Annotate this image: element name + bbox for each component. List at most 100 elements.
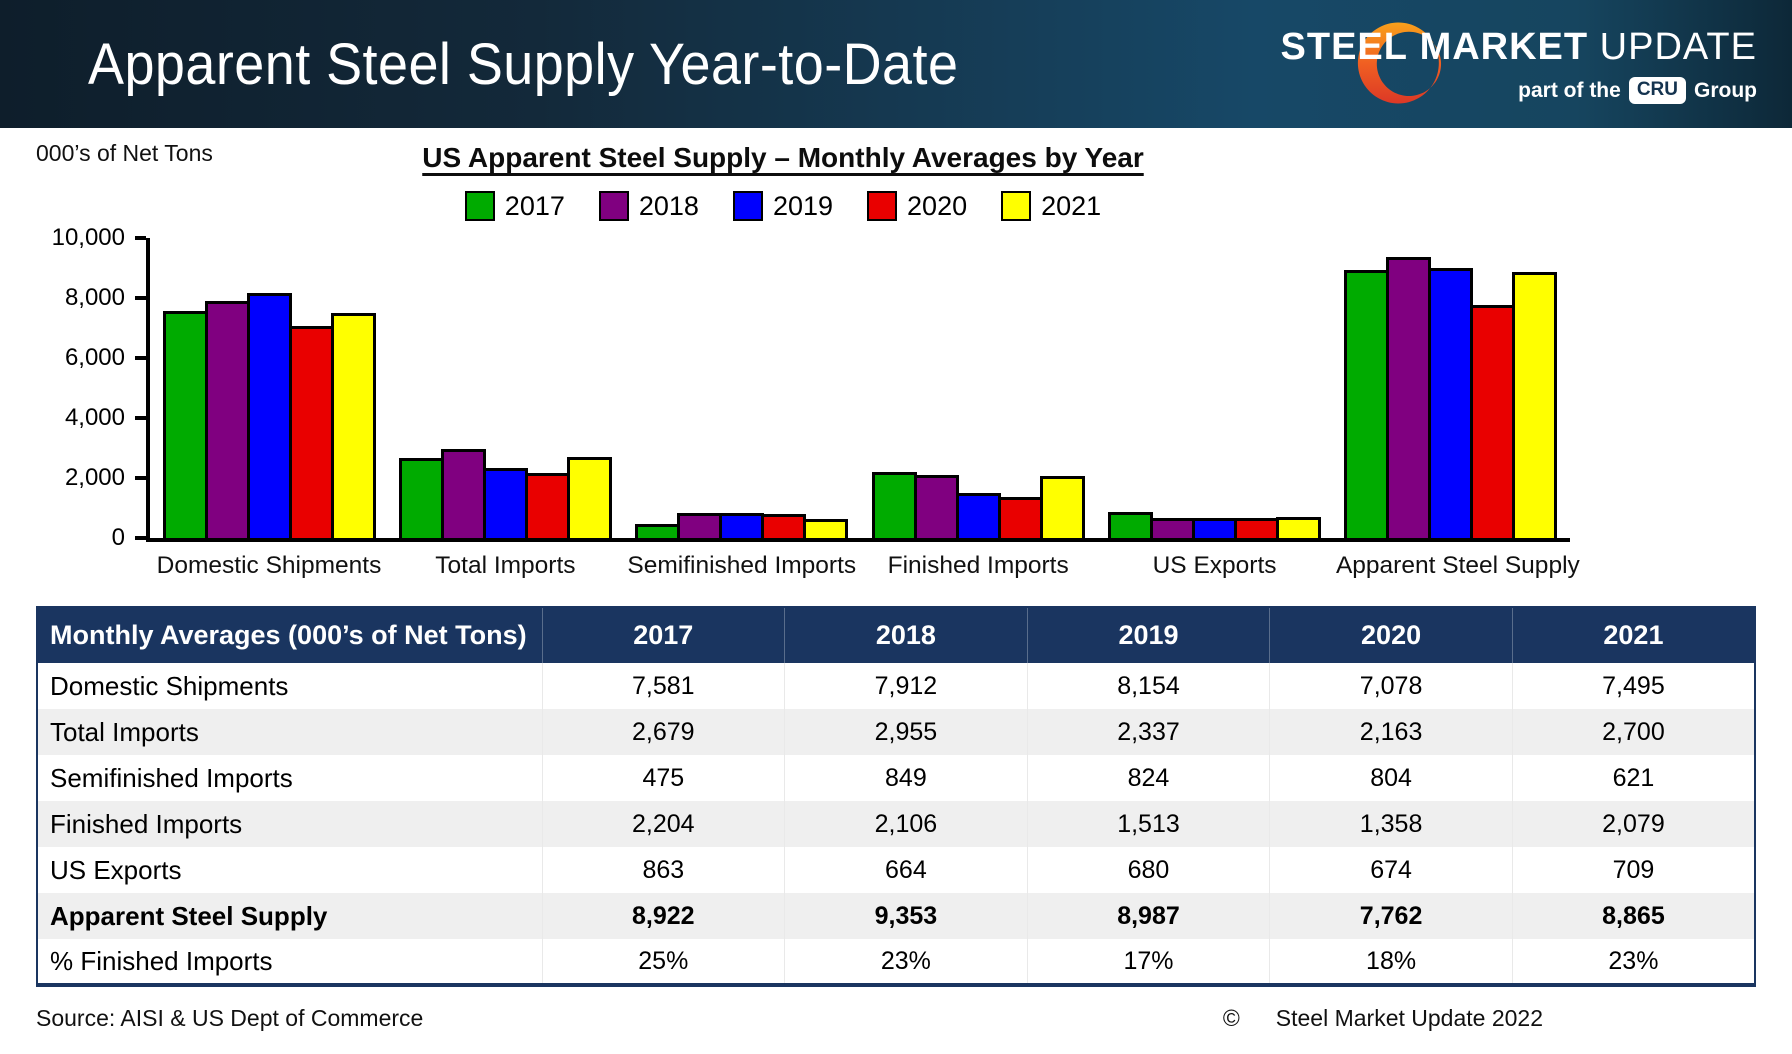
table-header-year-2018: 2018: [784, 607, 1028, 663]
bar-total-imports-2019: [482, 467, 528, 538]
cell-apparent-steel-supply-2021: 8,865: [1511, 893, 1755, 939]
y-tick-mark-0: [135, 536, 146, 540]
y-tick-label-0: 0: [111, 524, 125, 551]
y-tick-label-10000: 10,000: [51, 224, 125, 251]
y-tick-mark-10000: [135, 236, 146, 240]
logo-wordmark: STEEL MARKET UPDATE: [1257, 26, 1757, 69]
logo-market: MARKET: [1419, 26, 1589, 68]
y-tick-label-8000: 8,000: [64, 284, 125, 311]
bar-apparent-steel-supply-2018: [1386, 257, 1432, 538]
bar-domestic-shipments-2020: [288, 325, 334, 538]
bar-semifinished-imports-2017: [635, 523, 681, 538]
legend-label-2021: 2021: [1041, 190, 1102, 221]
bar-domestic-shipments-2021: [330, 313, 376, 538]
cell-finished-imports-2019: 17%: [1026, 939, 1270, 985]
cell-finished-imports-2020: 18%: [1269, 939, 1513, 985]
data-table: Monthly Averages (000’s of Net Tons) 2017…: [36, 606, 1756, 987]
cell-domestic-shipments-2017: 7,581: [541, 663, 785, 709]
y-tick-label-6000: 6,000: [64, 344, 125, 371]
row-label-total-imports: Total Imports: [50, 716, 199, 747]
legend-item-2021: 2021: [1001, 191, 1101, 222]
legend-label-2018: 2018: [638, 190, 699, 221]
chart-title: US Apparent Steel Supply – Monthly Avera…: [422, 142, 1144, 173]
table-header-year-2021: 2021: [1511, 607, 1755, 663]
logo-update: UPDATE: [1599, 26, 1757, 68]
x-axis-label-apparent-steel-supply: Apparent Steel Supply: [1335, 552, 1580, 579]
tagline-prefix: part of the: [1518, 78, 1621, 102]
x-axis-label-total-imports: Total Imports: [435, 552, 576, 579]
bar-total-imports-2017: [398, 457, 444, 538]
bar-us-exports-2019: [1192, 517, 1238, 538]
plot-area: [146, 238, 1570, 542]
x-axis-label-finished-imports: Finished Imports: [887, 552, 1069, 579]
table-header-year-2020: 2020: [1269, 607, 1513, 663]
table-row-us-exports: US Exports 863 664 680 674 709: [37, 847, 1755, 893]
bar-group-total-imports: [390, 238, 620, 538]
bar-group-domestic-shipments: [154, 238, 384, 538]
bar-finished-imports-2020: [997, 497, 1043, 538]
legend-label-2017: 2017: [504, 190, 565, 221]
cell-us-exports-2020: 674: [1269, 847, 1513, 893]
bar-semifinished-imports-2019: [719, 513, 765, 538]
cell-finished-imports-2021: 23%: [1511, 939, 1755, 985]
source-note: Source: AISI & US Dept of Commerce: [36, 1005, 424, 1031]
table-row-finished-imports: Finished Imports 2,204 2,106 1,513 1,358 2,07…: [37, 801, 1755, 847]
footer: Source: AISI & US Dept of Commerce © Ste…: [36, 1005, 1756, 1032]
chart-section: 000’s of Net Tons US Apparent Steel Supp…: [0, 128, 1792, 580]
y-tick-mark-2000: [135, 476, 146, 480]
x-axis-label-semifinished-imports: Semifinished Imports: [627, 552, 857, 579]
cell-apparent-steel-supply-2020: 7,762: [1269, 893, 1513, 939]
table-row-apparent-steel-supply: Apparent Steel Supply 8,922 9,353 8,987 7,76…: [37, 893, 1755, 939]
cell-us-exports-2017: 863: [541, 847, 785, 893]
bar-group-us-exports: [1100, 238, 1330, 538]
copyright-text: Steel Market Update 2022: [1275, 1005, 1543, 1031]
crescent-icon: [1357, 22, 1442, 104]
y-tick-mark-6000: [135, 356, 146, 360]
bar-us-exports-2020: [1234, 517, 1280, 538]
page-title: Apparent Steel Supply Year-to-Date: [88, 31, 959, 97]
bar-domestic-shipments-2019: [246, 293, 292, 538]
plot-wrap: 0 2,000 4,000 6,000 8,000 10,000: [36, 224, 1570, 551]
logo-tagline: part of the CRU Group: [1257, 77, 1757, 104]
legend-label-2019: 2019: [772, 190, 834, 221]
x-axis-label-us-exports: US Exports: [1152, 552, 1277, 579]
table-row-finished-imports: % Finished Imports 25% 23% 17% 18% 23%: [37, 939, 1755, 985]
legend-item-2018: 2018: [598, 190, 699, 222]
copyright-symbol: ©: [1222, 1005, 1240, 1031]
bar-total-imports-2018: [440, 449, 486, 538]
y-tick-mark-4000: [135, 416, 146, 420]
cell-semifinished-imports-2020: 804: [1269, 755, 1513, 801]
bar-finished-imports-2019: [955, 492, 1001, 538]
bar-finished-imports-2021: [1039, 475, 1085, 538]
row-label-us-exports: US Exports: [50, 854, 182, 885]
y-axis: 0 2,000 4,000 6,000 8,000 10,000: [36, 224, 146, 551]
cell-apparent-steel-supply-2017: 8,922: [541, 893, 785, 939]
table-header-row: Monthly Averages (000’s of Net Tons) 2017…: [37, 607, 1755, 663]
cell-finished-imports-2017: 25%: [541, 939, 785, 985]
row-label-domestic-shipments: Domestic Shipments: [50, 670, 289, 701]
legend-item-2017: 2017: [464, 190, 565, 222]
legend-swatch-2020: [867, 191, 898, 221]
row-label-semifinished-imports: Semifinished Imports: [50, 762, 293, 793]
cell-semifinished-imports-2021: 621: [1511, 755, 1755, 801]
bar-apparent-steel-supply-2017: [1344, 270, 1390, 538]
cell-total-imports-2020: 2,163: [1269, 709, 1513, 755]
bar-semifinished-imports-2018: [677, 512, 723, 538]
tagline-suffix: Group: [1694, 78, 1757, 102]
cell-apparent-steel-supply-2018: 9,353: [784, 893, 1028, 939]
chart-legend: 2017 2018 2019 2020 2021: [0, 188, 1679, 224]
cell-us-exports-2018: 664: [784, 847, 1028, 893]
cell-semifinished-imports-2019: 824: [1026, 755, 1270, 801]
bar-semifinished-imports-2020: [761, 513, 807, 538]
bar-total-imports-2021: [566, 457, 612, 538]
cell-finished-imports-2020: 1,358: [1269, 801, 1513, 847]
bar-group-finished-imports: [863, 238, 1093, 538]
cell-total-imports-2017: 2,679: [541, 709, 785, 755]
bar-group-semifinished-imports: [627, 238, 857, 538]
bar-apparent-steel-supply-2019: [1428, 268, 1474, 538]
bar-apparent-steel-supply-2020: [1470, 305, 1516, 538]
legend-swatch-2019: [732, 191, 763, 221]
cell-finished-imports-2019: 1,513: [1026, 801, 1270, 847]
cell-us-exports-2019: 680: [1026, 847, 1270, 893]
